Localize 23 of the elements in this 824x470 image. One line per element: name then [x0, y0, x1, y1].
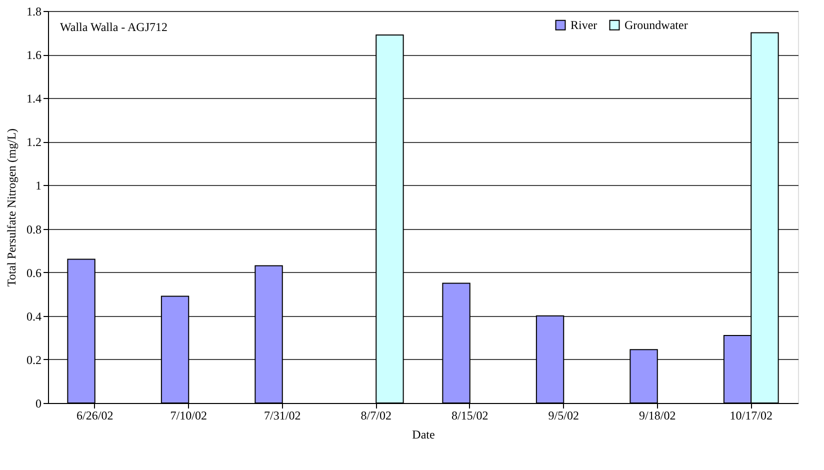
x-tick-label: 8/7/02	[360, 408, 392, 422]
y-tick-label: 1.4	[26, 92, 42, 106]
y-tick-label: 1	[36, 178, 42, 193]
legend-label: Groundwater	[624, 18, 688, 32]
y-tick-label: 1.2	[26, 135, 42, 150]
x-axis-title: Date	[412, 428, 435, 442]
x-tick-label: 8/15/02	[452, 408, 488, 422]
y-tick-label: 0.4	[26, 309, 42, 324]
y-tick-label: 0.2	[26, 352, 42, 367]
x-tick-label: 6/26/02	[76, 408, 114, 422]
y-axis-title: Total Persulfate Nitrogen (mg/L)	[4, 128, 18, 287]
y-tick-label: 0.6	[26, 266, 42, 280]
annotation: Walla Walla - AGJ712	[60, 20, 168, 34]
y-tick-label: 0.8	[26, 222, 42, 236]
y-tick-label: 1.6	[26, 48, 42, 62]
x-tick-label: 7/31/02	[264, 408, 301, 422]
x-tick-label: 9/5/02	[548, 408, 579, 422]
x-tick-label: 7/10/02	[170, 408, 207, 422]
legend-label: River	[570, 18, 598, 32]
y-tick-label: 1.8	[26, 4, 42, 18]
x-tick-label: 9/18/02	[639, 408, 676, 422]
x-tick-label: 10/17/02	[730, 408, 772, 422]
y-tick-label: 0	[36, 396, 42, 410]
